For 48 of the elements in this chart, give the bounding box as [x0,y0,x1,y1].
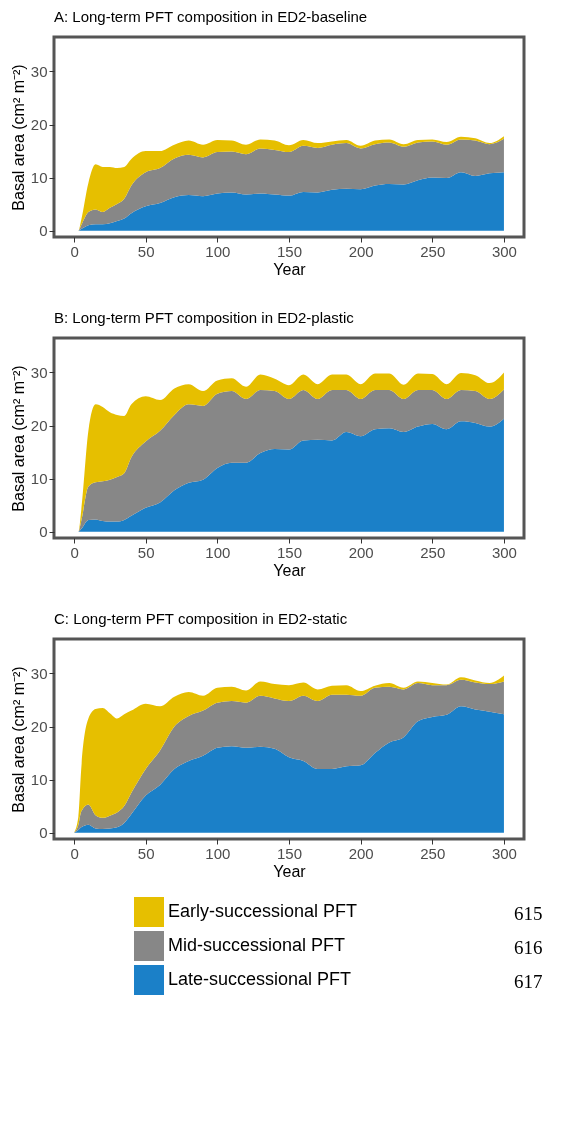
y-tick-label: 20 [30,116,48,134]
x-tick-label: 100 [205,242,231,260]
x-tick-label: 300 [491,242,517,260]
y-axis-title: Basal area (cm² m⁻²) [9,64,27,211]
y-tick-label: 20 [30,417,48,435]
y-tick-label: 30 [30,664,48,682]
y-tick-label: 0 [39,523,48,541]
chart-title: B: Long-term PFT composition in ED2-plastic [54,309,355,326]
y-axis-title: Basal area (cm² m⁻²) [9,365,27,512]
text: 615 [514,903,543,924]
chart-title: A: Long-term PFT composition in ED2-baseline [54,8,368,25]
y-tick-label: 20 [30,718,48,736]
y-axis-title: Basal area (cm² m⁻²) [9,666,27,813]
y-tick-label: 0 [39,222,48,240]
y-tick-label: 30 [30,62,48,80]
y-tick-label: 10 [30,771,48,789]
x-tick-label: 200 [348,844,374,862]
x-tick-label: 250 [420,543,446,561]
x-tick-label: 100 [205,543,231,561]
x-tick-label: 0 [70,543,79,561]
x-tick-label: 300 [491,844,517,862]
x-tick-label: 50 [137,844,155,862]
text: 616 [514,937,543,958]
x-tick-label: 0 [70,844,79,862]
x-tick-label: 100 [205,844,231,862]
x-axis-title: Year [273,561,307,579]
x-tick-label: 250 [420,242,446,260]
x-tick-label: 150 [276,543,303,561]
x-tick-label: 300 [491,543,517,561]
x-tick-label: 50 [137,543,155,561]
y-tick-label: 10 [30,470,48,488]
y-tick-label: 30 [30,363,48,381]
x-axis-title: Year [273,862,307,880]
x-tick-label: 150 [276,242,303,260]
x-tick-label: 0 [70,242,79,260]
x-tick-label: 150 [276,844,303,862]
legend-label: Mid-successional PFT [168,935,346,955]
x-tick-label: 200 [348,543,374,561]
legend-label: Early-successional PFT [168,901,358,921]
y-tick-label: 10 [30,169,48,187]
x-tick-label: 200 [348,242,374,260]
chart-title: C: Long-term PFT composition in ED2-static [54,610,348,627]
x-axis-title: Year [273,260,307,278]
y-tick-label: 0 [39,824,48,842]
legend-label: Late-successional PFT [168,969,352,989]
text: 617 [514,971,543,992]
x-tick-label: 50 [137,242,155,260]
x-tick-label: 250 [420,844,446,862]
